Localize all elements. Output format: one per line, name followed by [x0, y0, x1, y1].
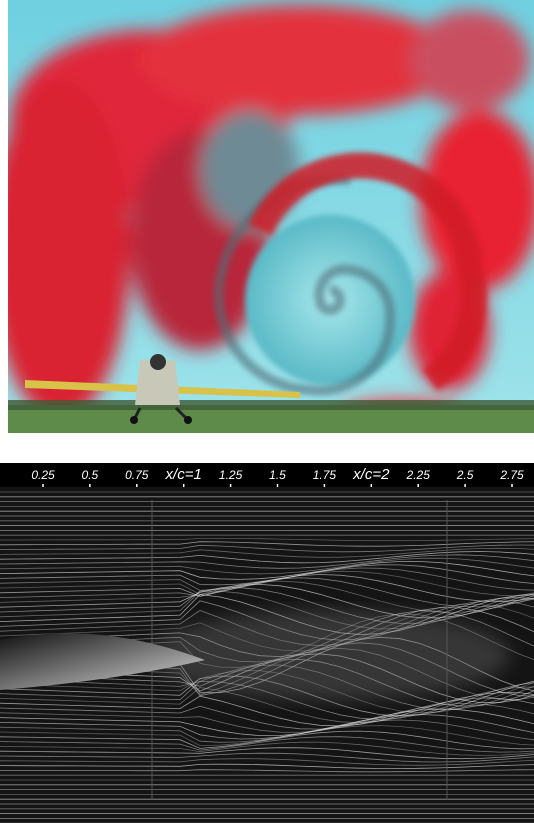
streamline	[0, 725, 534, 747]
streamline	[0, 583, 534, 619]
streamline	[0, 714, 534, 740]
flow-image: 0.25 0.5 0.75 x/c=1 1.25 1.5 1.75 x/c=2 2.25 2.5 2…	[0, 463, 534, 823]
streamline	[0, 570, 534, 597]
scale: 0.25 0.5 0.75 x/c=1 1.25 1.5 1.75 x/c=2 2.25 2.5 2…	[31, 466, 524, 489]
streamline	[0, 686, 534, 724]
tick-label: 0.75	[125, 468, 149, 482]
streamline	[0, 763, 534, 770]
streamline	[0, 554, 534, 569]
streamline	[0, 580, 534, 613]
tick-label: 0.25	[31, 468, 55, 482]
streamline	[0, 541, 534, 547]
tick-label: 2.25	[406, 468, 431, 482]
streamline	[0, 577, 534, 608]
streamline	[0, 752, 534, 763]
tick-label: 2.5	[456, 468, 474, 482]
tick-label: x/c=1	[165, 466, 202, 483]
streamline	[0, 561, 534, 580]
streamline	[0, 747, 534, 760]
vortex-photo	[8, 0, 534, 433]
tick-label: 1.75	[313, 468, 337, 482]
streamline	[0, 544, 534, 553]
streamline	[0, 567, 534, 591]
airplane	[25, 354, 300, 424]
tick-label: 1.25	[219, 468, 243, 482]
streamline	[0, 736, 534, 753]
streamline	[0, 587, 534, 624]
streamline	[0, 703, 534, 733]
tick-label: x/c=2	[352, 466, 390, 483]
streamline	[0, 547, 534, 558]
airfoil	[0, 633, 205, 690]
streamline	[0, 758, 534, 766]
streamline	[0, 741, 534, 756]
tick-label: 2.75	[499, 468, 524, 482]
streamline	[0, 730, 534, 750]
tick-label: 0.5	[82, 468, 99, 482]
streamline	[0, 590, 534, 630]
tick-label: 1.5	[269, 468, 286, 482]
streamline	[0, 769, 534, 773]
streamline	[0, 551, 534, 564]
streamline	[0, 537, 534, 542]
streamline	[0, 557, 534, 575]
streamline	[0, 697, 534, 730]
streamline	[0, 719, 534, 743]
streamline	[0, 594, 534, 635]
streamline	[0, 708, 534, 737]
